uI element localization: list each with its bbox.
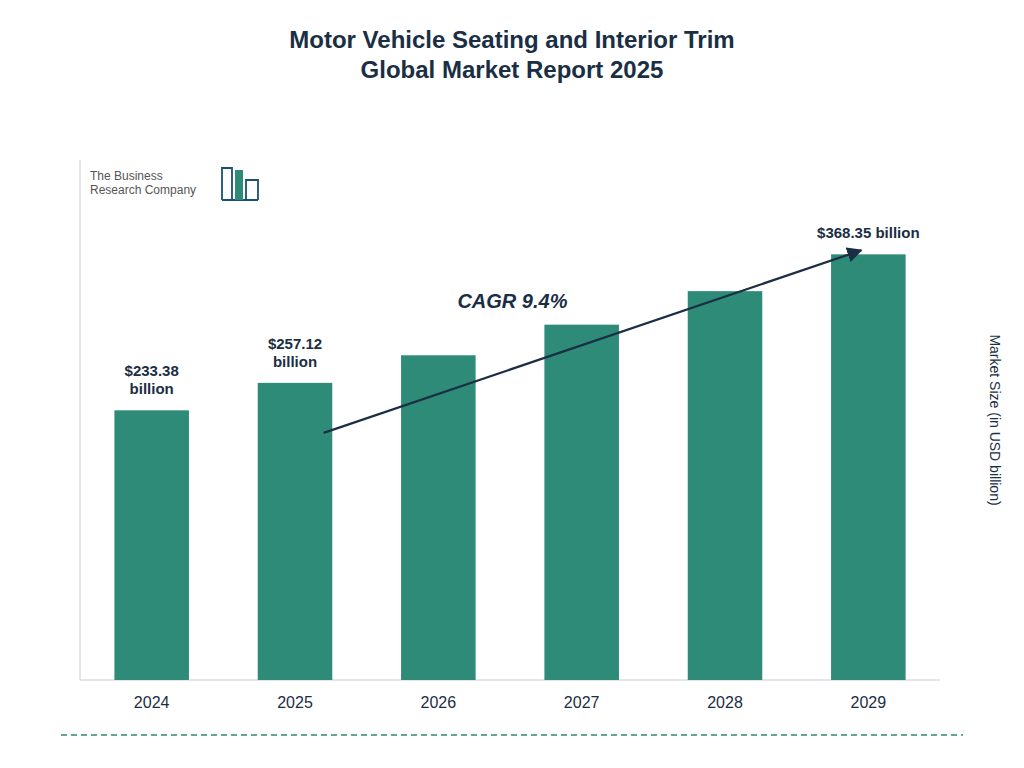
bar (114, 410, 189, 680)
x-tick-label: 2026 (421, 694, 457, 711)
x-tick-label: 2024 (134, 694, 170, 711)
x-tick-label: 2027 (564, 694, 600, 711)
bar (544, 325, 619, 680)
bottom-rule (61, 734, 963, 736)
x-tick-label: 2025 (277, 694, 313, 711)
bars (114, 254, 905, 680)
logo-outline (222, 168, 258, 200)
bar (401, 355, 476, 680)
cagr-annotation: CAGR 9.4% (457, 290, 567, 312)
bar (258, 383, 333, 680)
data-label: $257.12billion (268, 335, 322, 370)
x-tick-label: 2029 (851, 694, 887, 711)
data-label: $233.38billion (125, 362, 179, 397)
x-axis-line (80, 680, 940, 681)
y-axis-line (80, 160, 81, 680)
cagr-arrow (324, 250, 862, 433)
y-axis-label: Market Size (in USD billion) (987, 334, 1003, 505)
chart-container: Motor Vehicle Seating and Interior TrimG… (0, 0, 1024, 768)
logo-fill (235, 170, 243, 200)
chart: Motor Vehicle Seating and Interior TrimG… (0, 0, 1024, 768)
bar (688, 291, 763, 680)
bar (831, 254, 906, 680)
title: Motor Vehicle Seating and Interior TrimG… (289, 26, 734, 83)
x-tick-label: 2028 (707, 694, 743, 711)
data-label: $368.35 billion (817, 224, 920, 241)
logo-icon (222, 168, 258, 200)
logo-text: The BusinessResearch Company (90, 169, 196, 197)
